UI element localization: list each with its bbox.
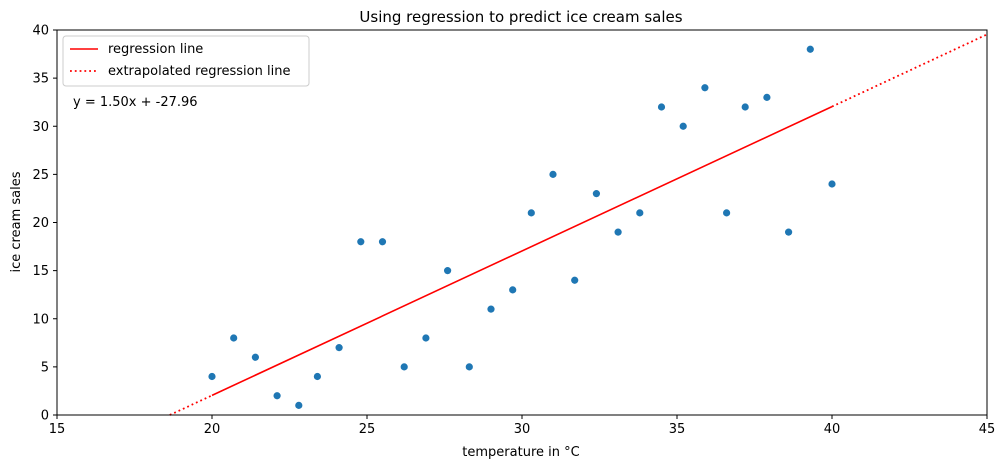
- data-point-2: [251, 353, 259, 361]
- axes: 15 20 25 30 35 40 45 0 5 10 15 20 25 30 35 40: [32, 24, 995, 438]
- data-point-13: [487, 305, 495, 313]
- y-tick-label-10: 10: [32, 312, 49, 327]
- data-point-18: [592, 190, 601, 198]
- y-tick-label-15: 15: [32, 264, 49, 279]
- data-point-4: [295, 401, 303, 409]
- legend-label-extrapolated: extrapolated regression line: [108, 64, 290, 79]
- data-point-19: [614, 228, 622, 236]
- x-tick-label-30: 30: [514, 422, 531, 437]
- data-point-6: [335, 344, 343, 352]
- data-point-15: [527, 209, 535, 217]
- x-tick-label-25: 25: [359, 422, 376, 437]
- y-tick-label-40: 40: [32, 24, 49, 39]
- data-point-0: [208, 372, 216, 381]
- x-tick-label-35: 35: [669, 422, 686, 437]
- legend-label-regression: regression line: [108, 42, 203, 57]
- x-axis-label: temperature in °C: [462, 445, 579, 460]
- data-point-3: [273, 392, 281, 400]
- y-tick-label-25: 25: [32, 168, 49, 183]
- x-tick-label-40: 40: [824, 422, 841, 437]
- data-point-24: [723, 209, 731, 217]
- data-point-12: [465, 363, 473, 371]
- data-point-22: [679, 122, 687, 130]
- data-point-17: [571, 276, 579, 284]
- data-point-9: [400, 363, 408, 371]
- regression-line: [211, 105, 833, 397]
- regression-equation: y = 1.50x + -27.96: [73, 95, 198, 110]
- legend-box: [62, 35, 310, 87]
- data-point-7: [357, 238, 365, 246]
- y-tick-label-0: 0: [41, 409, 49, 424]
- x-tick-label-15: 15: [49, 422, 66, 437]
- data-point-8: [378, 238, 387, 246]
- data-point-14: [509, 286, 517, 294]
- data-point-16: [549, 170, 557, 178]
- y-axis-label: ice cream sales: [9, 171, 24, 272]
- data-point-11: [444, 267, 452, 275]
- y-tick-label-35: 35: [32, 72, 49, 87]
- y-tick-label-5: 5: [41, 360, 49, 375]
- x-tick-label-20: 20: [204, 422, 221, 437]
- data-point-27: [785, 228, 793, 236]
- extrapolated-regression-line-1: [169, 394, 213, 416]
- data-point-28: [806, 45, 814, 53]
- data-point-26: [763, 93, 771, 101]
- data-point-21: [657, 103, 666, 111]
- data-point-5: [313, 372, 321, 381]
- plot-area: [169, 33, 988, 416]
- x-tick-label-45: 45: [979, 422, 996, 437]
- data-point-23: [701, 84, 709, 92]
- y-tick-label-30: 30: [32, 120, 49, 135]
- data-point-1: [230, 334, 238, 342]
- data-point-25: [741, 103, 749, 111]
- legend: regression line extrapolated regression …: [62, 35, 310, 87]
- data-point-20: [636, 209, 644, 217]
- data-point-10: [422, 334, 430, 342]
- y-tick-label-20: 20: [32, 216, 49, 231]
- data-point-29: [828, 180, 836, 188]
- chart-title: Using regression to predict ice cream sa…: [359, 8, 682, 26]
